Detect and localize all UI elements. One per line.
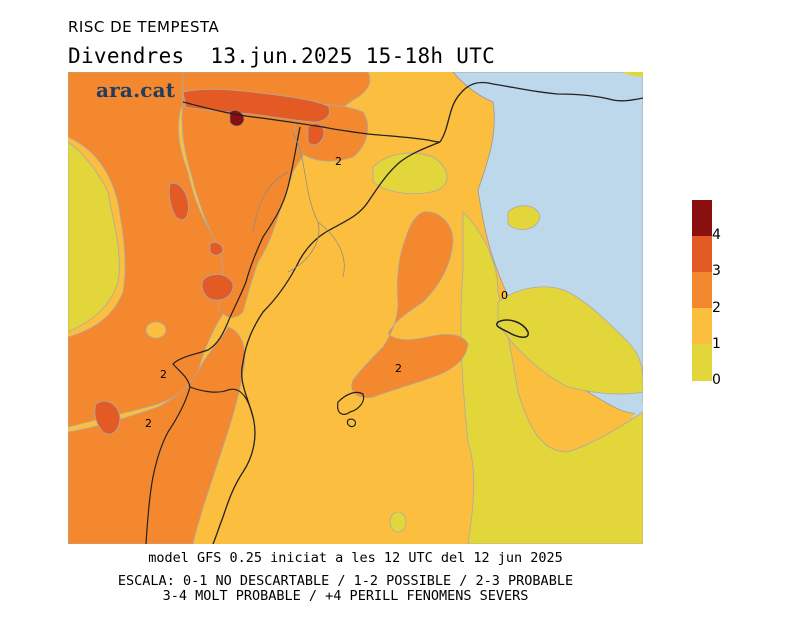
- legend-colorbar: [692, 200, 712, 381]
- level-0-area-northeast: [372, 152, 448, 195]
- level-3-area-central-spot: [201, 274, 234, 301]
- legend-label-1: 1: [712, 336, 721, 352]
- coastline-south: [212, 141, 441, 544]
- legend-band-2: [692, 272, 712, 308]
- brand-dot: .: [133, 78, 141, 102]
- legend-label-2: 2: [712, 300, 721, 316]
- level-0-area-west: [68, 141, 120, 333]
- border-france-spain: [182, 101, 441, 143]
- island-sardinia-outline: [496, 319, 529, 338]
- contour-label: 2: [395, 362, 402, 375]
- level-0-area-sea-south: [497, 286, 643, 395]
- map-subtitle-date: Divendres 13.jun.2025 15-18h UTC: [68, 44, 496, 68]
- legend-label-0: 0: [712, 372, 721, 388]
- contour-label: 0: [501, 289, 508, 302]
- footer-model-info: model GFS 0.25 iniciat a les 12 UTC del …: [148, 550, 563, 566]
- level-3-area-east-spot: [209, 242, 224, 256]
- level-3-area-west-spot: [168, 182, 189, 221]
- contour-label: 2: [335, 155, 342, 168]
- footer-scale-line-1: ESCALA: 0-1 NO DESCARTABLE / 1-2 POSSIBL…: [117, 573, 574, 589]
- legend-label-4: 4: [712, 227, 721, 243]
- legend-band-0: [692, 344, 712, 381]
- brand-logo: ara.cat: [96, 78, 175, 102]
- level-0-area-island: [507, 205, 541, 231]
- border-aragon: [145, 126, 301, 544]
- brand-suffix: cat: [140, 78, 176, 102]
- level-0-area-east: [460, 211, 643, 544]
- contour-label: 2: [160, 368, 167, 381]
- level-3-area-southwest-spot: [94, 400, 121, 435]
- level-0-area-small: [389, 511, 407, 533]
- risk-map: [68, 72, 643, 544]
- regional-border: [252, 131, 345, 278]
- border-valencia: [189, 386, 254, 418]
- level-2-area-southwest: [68, 326, 246, 544]
- legend-band-1: [692, 308, 712, 344]
- level-2-area-east: [351, 211, 469, 399]
- risk-map-svg: [68, 72, 643, 544]
- level-2-area-small-west: [145, 321, 167, 339]
- island-menorca: [346, 418, 357, 428]
- map-title: RISC DE TEMPESTA: [68, 18, 220, 36]
- legend-band-3: [692, 236, 712, 272]
- footer-scale-line-2: 3-4 MOLT PROBABLE / +4 PERILL FENOMENS S…: [162, 588, 529, 604]
- level-0-area-top-right: [623, 72, 643, 77]
- brand-name: ara: [96, 78, 134, 102]
- legend-band-4: [692, 200, 712, 236]
- coastline: [439, 81, 643, 143]
- island-mallorca: [337, 391, 365, 415]
- contour-label: 2: [145, 417, 152, 430]
- level-3-area-north-spot: [307, 123, 325, 146]
- legend-label-3: 3: [712, 263, 721, 279]
